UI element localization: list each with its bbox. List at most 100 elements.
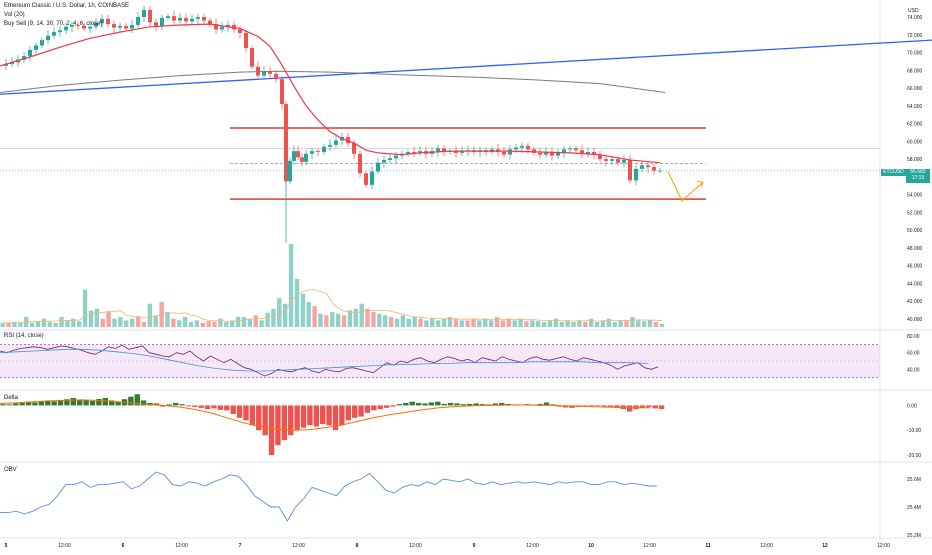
volume-bar (530, 320, 534, 327)
price-tick-label: 58.000 (907, 157, 923, 163)
delta-bar (410, 402, 415, 406)
volume-bar (59, 317, 63, 327)
volume-bar (436, 320, 440, 327)
candle-body (322, 147, 326, 152)
delta-bar (211, 405, 216, 408)
delta-bar (365, 405, 370, 412)
delta-bar (218, 405, 223, 409)
delta-bar (230, 405, 235, 414)
volume-bar (130, 319, 134, 327)
volume-bar (183, 317, 187, 327)
volume-bar (565, 320, 569, 327)
price-tick-label: 74.000 (907, 15, 923, 21)
currency-label: USD (908, 8, 919, 14)
delta-pane-label[interactable]: Delta (4, 395, 18, 401)
delta-bar (416, 403, 421, 405)
volume-bar (512, 320, 516, 327)
price-tick-label: 50.000 (907, 228, 923, 234)
volume-bar (348, 310, 352, 327)
buysell-indicator-label[interactable]: Buy Sell (9, 14, 30, 70, 2, 4, 6, close) (4, 21, 102, 27)
price-tick-label: 40.000 (907, 317, 923, 323)
candle-body (388, 158, 392, 160)
volume-bar (6, 323, 10, 327)
delta-bar (467, 404, 472, 405)
delta-bar (90, 401, 95, 405)
delta-bar (595, 405, 600, 406)
candle-body (520, 146, 524, 148)
delta-bar (128, 397, 133, 406)
volume-bar (483, 319, 487, 327)
candle-body (256, 67, 260, 76)
delta-bar (179, 404, 184, 405)
x-tick-label: 9 (473, 543, 476, 549)
delta-bar (627, 405, 632, 411)
rsi-pane-label[interactable]: RSI (14, close) (4, 333, 44, 339)
delta-bar (269, 405, 274, 455)
candle-body (556, 153, 560, 156)
bar-countdown: 17:15 (906, 175, 930, 181)
price-tick-label: 68.000 (907, 68, 923, 74)
candle-body (334, 140, 338, 144)
delta-bar (435, 402, 440, 406)
obv-pane-label[interactable]: OBV (4, 467, 17, 473)
delta-bar (186, 405, 191, 406)
volume-bar (560, 322, 564, 327)
blue-trendline (0, 40, 932, 94)
delta-bar (326, 405, 331, 425)
rsi-tick-label: 40.00 (907, 367, 920, 373)
delta-tick-label: -20.00 (907, 453, 921, 459)
volume-bar (65, 320, 69, 327)
volume-bar (395, 319, 399, 327)
volume-bar (501, 320, 505, 327)
candle-body (394, 156, 398, 159)
volume-bar (624, 320, 628, 327)
delta-bar (454, 403, 459, 405)
delta-bar (243, 405, 248, 420)
delta-bar (224, 405, 229, 410)
volume-bar (118, 317, 122, 327)
volume-indicator-label[interactable]: Vol (20) (4, 12, 25, 18)
delta-bar (205, 405, 210, 409)
candle-body (280, 79, 284, 104)
volume-bar (89, 310, 93, 327)
delta-bar (237, 405, 242, 417)
candle-body (296, 151, 300, 157)
volume-bar (212, 322, 216, 327)
volume-bar (636, 320, 640, 327)
candle-body (604, 159, 608, 161)
candle-body (658, 171, 662, 172)
volume-bar (83, 290, 87, 327)
candle-body (34, 45, 38, 49)
candle-body (136, 17, 140, 25)
volume-bar (365, 309, 369, 327)
price-tick-label: 54.000 (907, 193, 923, 199)
volume-bar (271, 309, 275, 327)
volume-bar (242, 317, 246, 327)
obv-tick-label: 25.6M (907, 477, 921, 483)
candle-body (52, 32, 56, 36)
price-tick-label: 42.000 (907, 299, 923, 305)
volume-bar (454, 319, 458, 327)
delta-bar (32, 402, 37, 405)
projection-arrow (668, 172, 703, 201)
candle-body (370, 172, 374, 185)
candle-body (304, 154, 308, 162)
obv-tick-label: 25.4M (907, 505, 921, 511)
volume-bar (154, 315, 158, 327)
candle-body (106, 19, 110, 24)
volume-bar (389, 317, 393, 327)
volume-bar (18, 323, 22, 327)
candle-body (238, 29, 242, 33)
candle-body (220, 27, 224, 30)
volume-bar (371, 312, 375, 327)
volume-bar (95, 309, 99, 327)
candle-body (196, 17, 200, 19)
price-tick-label: 62.000 (907, 122, 923, 128)
volume-bar (295, 279, 299, 327)
delta-bar (601, 405, 606, 406)
candle-body (88, 27, 92, 29)
delta-bar (397, 404, 402, 405)
candle-body (166, 16, 170, 18)
